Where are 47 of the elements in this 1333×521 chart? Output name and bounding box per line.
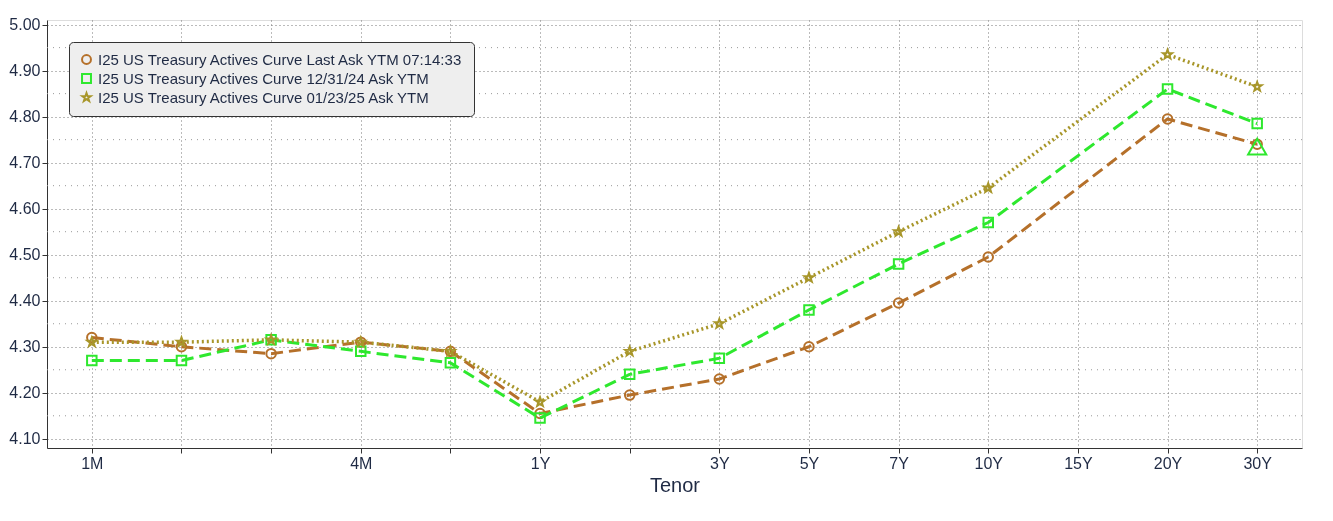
y-tick-label: 4.20 <box>9 384 41 402</box>
legend-label: I25 US Treasury Actives Curve 12/31/24 Ask YTM <box>98 69 429 87</box>
x-tick-label: 1Y <box>530 454 551 472</box>
point <box>803 304 815 316</box>
x-axis-title: Tenor <box>649 473 701 496</box>
point <box>355 345 367 358</box>
point <box>1161 113 1174 125</box>
x-tick-label: 5Y <box>799 454 820 472</box>
point <box>534 407 546 420</box>
point <box>623 368 636 381</box>
x-tick-label: 7Y <box>889 454 910 472</box>
y-tick-label: 4.50 <box>9 246 41 264</box>
point <box>175 341 188 353</box>
x-tick-label: 30Y <box>1243 454 1273 472</box>
y-tick-label: 4.80 <box>9 108 41 126</box>
x-tick-label: 4M <box>350 454 373 472</box>
point <box>982 251 994 263</box>
point <box>444 357 457 369</box>
point <box>623 389 636 401</box>
legend-label: I25 US Treasury Actives Curve Last Ask YTM 07:14:33 <box>98 50 462 68</box>
y-tick-label: 4.10 <box>9 430 41 448</box>
legend-label: I25 US Treasury Actives Curve 01/23/25 Ask YTM <box>98 88 429 106</box>
y-tick-label: 4.70 <box>9 154 41 172</box>
point <box>982 216 994 229</box>
y-tick-label: 5.00 <box>9 16 41 34</box>
x-tick-label: 10Y <box>974 454 1004 472</box>
x-tick-label: 1M <box>81 454 104 472</box>
y-tick-label: 4.40 <box>9 292 41 310</box>
x-tick-label: 20Y <box>1153 454 1183 472</box>
x-tick-label: 15Y <box>1064 454 1093 472</box>
point <box>175 354 188 367</box>
x-tick-label: 3Y <box>710 454 730 472</box>
point <box>713 373 726 385</box>
point <box>892 258 905 270</box>
point <box>86 354 98 367</box>
point <box>1251 117 1263 130</box>
point <box>534 412 546 424</box>
point <box>1247 137 1268 156</box>
point <box>803 341 815 353</box>
point <box>265 347 277 360</box>
y-tick-label: 4.60 <box>9 200 41 218</box>
point <box>713 352 726 364</box>
point <box>1161 83 1174 95</box>
y-tick-label: 4.30 <box>9 338 41 356</box>
point <box>86 331 98 344</box>
y-tick-label: 4.90 <box>9 62 41 80</box>
point <box>892 297 905 309</box>
